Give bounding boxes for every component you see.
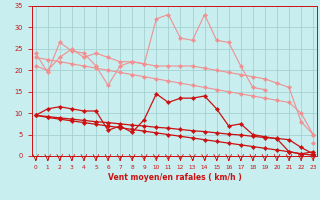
X-axis label: Vent moyen/en rafales ( km/h ): Vent moyen/en rafales ( km/h ): [108, 173, 241, 182]
